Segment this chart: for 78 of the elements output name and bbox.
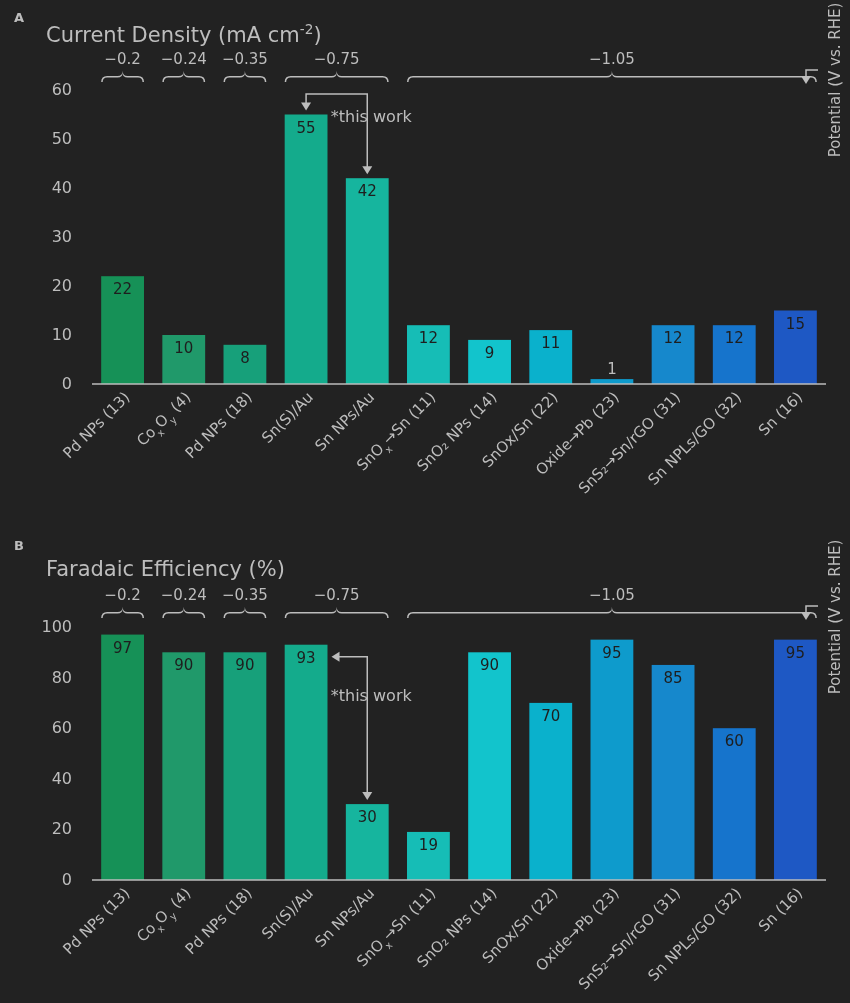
- y-tick-label: 60: [51, 80, 72, 99]
- data-label: 10: [174, 339, 194, 357]
- data-label: 12: [418, 329, 438, 348]
- text: −0.35: [221, 50, 268, 68]
- bar: [345, 804, 389, 880]
- bar: [468, 339, 511, 384]
- annotation: *this work: [330, 685, 413, 705]
- data-label: 85: [663, 668, 683, 687]
- text: −1.05: [588, 50, 635, 68]
- data-label: 1: [607, 360, 617, 379]
- bar: [774, 639, 817, 880]
- chart-title: Faradaic Efficiency (%): [46, 557, 285, 581]
- bar: [529, 702, 573, 880]
- text: −1.05: [588, 586, 635, 604]
- text: −0.75: [313, 50, 360, 68]
- chart-title: Current Density (mA cm$^{-2}$): [46, 21, 322, 47]
- data-label: 95: [602, 643, 622, 662]
- bar: [162, 335, 206, 384]
- bar: [651, 664, 695, 880]
- data-label: 9: [484, 343, 495, 362]
- y-tick-label: 40: [51, 768, 72, 788]
- bar: [223, 344, 267, 384]
- bar: [651, 325, 695, 384]
- data-label: 55: [296, 118, 316, 137]
- data-label: 93: [296, 648, 316, 667]
- data-label: 12: [663, 329, 683, 348]
- text: A: [14, 10, 25, 25]
- text: −0.2: [104, 586, 141, 604]
- data-label: 97: [113, 638, 133, 657]
- y-tick-label: 80: [51, 667, 72, 687]
- y-tick-label: 0: [61, 374, 72, 393]
- text: B: [14, 538, 24, 553]
- data-label: 30: [357, 808, 377, 827]
- y-tick-label: 10: [51, 325, 72, 344]
- y2-axis-title: Potential (V vs. RHE): [826, 539, 844, 695]
- bar: [284, 114, 328, 384]
- data-label: 95: [785, 643, 805, 662]
- bar: [284, 644, 328, 880]
- bar: [712, 728, 756, 880]
- y-tick-label: 0: [61, 870, 72, 889]
- data-label: 70: [541, 706, 561, 725]
- data-label: 60: [724, 732, 744, 751]
- y-tick-label: 20: [51, 276, 72, 295]
- data-label: 11: [541, 334, 561, 353]
- data-label: 8: [240, 348, 250, 367]
- bar: [712, 325, 756, 384]
- y-tick-label: 40: [51, 178, 72, 197]
- bar: [101, 276, 144, 384]
- data-label: 12: [724, 329, 744, 348]
- bar: [101, 634, 144, 880]
- data-label: 19: [418, 835, 438, 854]
- bar: [345, 178, 389, 384]
- annotation: *this work: [330, 107, 413, 126]
- y-tick-label: 50: [51, 129, 72, 148]
- bar: [468, 652, 511, 880]
- y2-axis-title: Potential (V vs. RHE): [826, 2, 844, 158]
- bar: [407, 831, 450, 880]
- bar: [529, 330, 573, 384]
- data-label: 90: [480, 656, 500, 675]
- data-label: 22: [113, 280, 133, 299]
- bar: [223, 652, 267, 880]
- y-tick-label: 100: [41, 617, 72, 636]
- text: −0.35: [221, 586, 268, 604]
- y-tick-label: 20: [51, 819, 72, 839]
- bar: [774, 310, 817, 384]
- bar: [407, 325, 450, 384]
- data-label: 90: [235, 656, 255, 675]
- bar: [162, 652, 206, 880]
- text: −0.2: [104, 50, 141, 68]
- text: −0.75: [313, 586, 360, 604]
- data-label: 90: [174, 656, 194, 675]
- text: −0.24: [160, 586, 207, 604]
- data-label: 15: [785, 314, 805, 333]
- data-label: 42: [357, 182, 377, 201]
- bar: [590, 639, 634, 880]
- y-tick-label: 60: [51, 718, 72, 738]
- text: −0.24: [160, 50, 207, 68]
- y-tick-label: 30: [51, 227, 72, 246]
